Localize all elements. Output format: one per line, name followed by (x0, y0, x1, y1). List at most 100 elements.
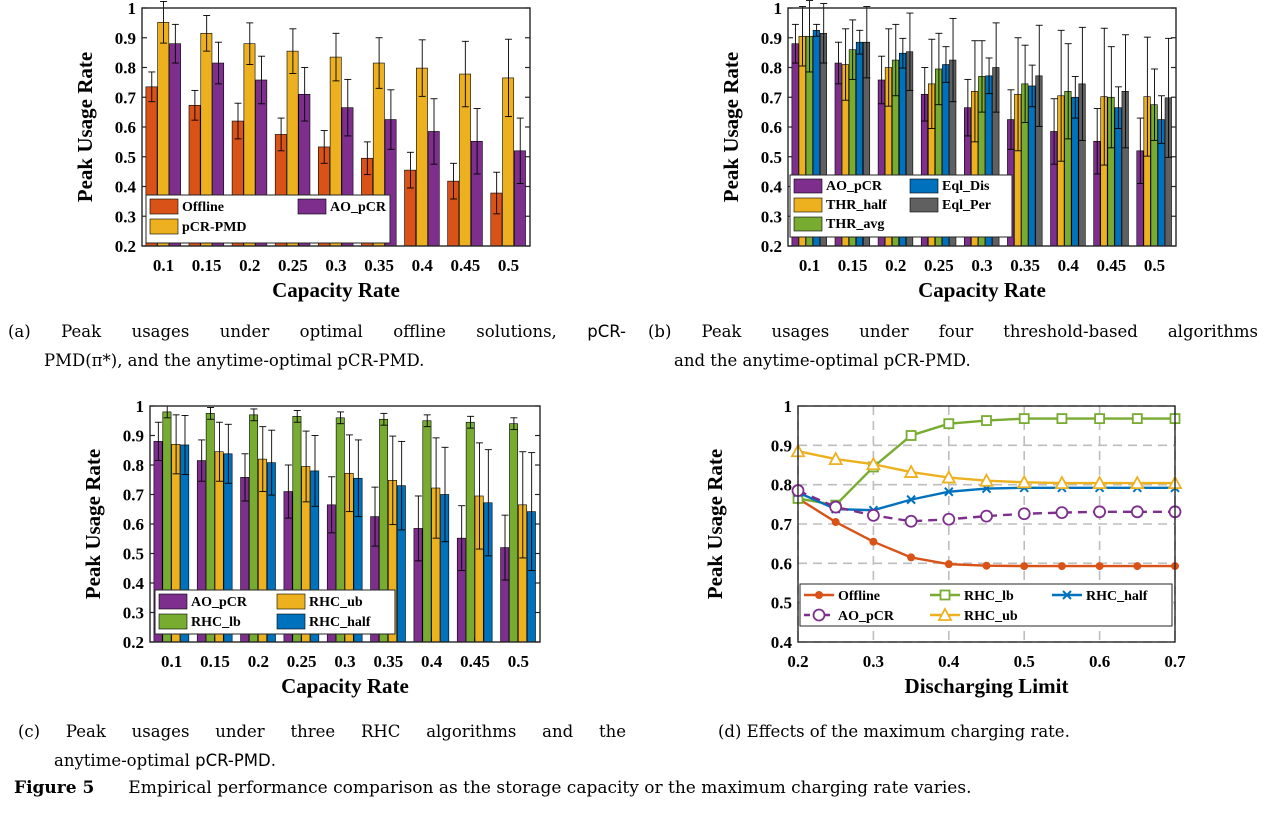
x-tick-label: 0.2 (885, 256, 906, 275)
x-tick-label: 0.6 (1089, 652, 1110, 671)
legend-label: AO_pCR (838, 609, 895, 624)
y-tick-label: 0.8 (115, 59, 136, 78)
bar (465, 421, 475, 643)
y-tick-label: 0.4 (115, 178, 137, 197)
y-tick-label: 0.7 (115, 88, 137, 107)
marker (981, 415, 992, 426)
x-tick-label: 0.1 (153, 256, 174, 275)
caption-a-text: (a) Peak usages under optimal offline so… (8, 322, 588, 341)
legend-swatch (297, 198, 327, 215)
marker (937, 607, 953, 621)
figure-caption-text: Empirical performance comparison as the … (128, 778, 972, 798)
marker (1129, 475, 1145, 489)
y-tick-label: 1 (784, 397, 793, 416)
marker (828, 451, 844, 465)
legend-label: RHC_half (1086, 589, 1148, 604)
marker (1092, 475, 1108, 489)
caption-c-line2-post: . (270, 751, 276, 770)
legend-label: THR_half (826, 198, 887, 213)
caption-a-mono: pCR- (587, 322, 626, 341)
marker (904, 514, 918, 528)
legend-swatch (909, 197, 939, 213)
caption-c: (c) Peak usages under three RHC algorith… (8, 717, 626, 775)
marker (906, 494, 916, 505)
marker (1054, 475, 1070, 489)
marker (1016, 474, 1032, 489)
y-tick-label: 0.2 (123, 633, 144, 652)
marker (905, 430, 917, 441)
x-tick-label: 0.7 (1164, 652, 1186, 671)
legend-label: RHC_half (309, 615, 371, 630)
legend-swatch (909, 178, 939, 194)
marker (831, 518, 840, 527)
x-tick-label: 0.4 (938, 652, 960, 671)
x-tick-label: 0.15 (200, 652, 230, 671)
y-tick-label: 0.3 (115, 207, 136, 226)
y-tick-label: 1 (128, 0, 137, 18)
marker (865, 456, 881, 471)
x-tick-label: 0.2 (248, 652, 269, 671)
marker (943, 418, 955, 430)
chart-b: 0.2 0.3 0.4 0.5 0.6 0.7 0.8 0.9 1 0.1 0.15 0.2 0.25 0… (719, 0, 1177, 302)
axes-frame (141, 7, 531, 247)
x-tick-label: 0.2 (239, 256, 260, 275)
marker (907, 553, 916, 562)
legend-label: RHC_lb (964, 589, 1014, 604)
y-tick-label: 0.5 (123, 545, 144, 564)
marker (939, 589, 951, 601)
legend-swatch (158, 613, 188, 630)
x-tick-label: 0.3 (325, 256, 346, 275)
caption-d-text: (d) Effects of the maximum charging rate… (718, 722, 1070, 741)
y-tick-label: 1 (136, 397, 145, 416)
legend-swatch (793, 216, 823, 232)
x-tick-label: 0.5 (508, 652, 529, 671)
legend-label: RHC_ub (964, 609, 1018, 624)
x-tick-label: 0.35 (373, 652, 403, 671)
marker (815, 591, 823, 599)
x-tick-label: 0.1 (799, 256, 820, 275)
marker (944, 487, 954, 497)
x-tick-label: 0.3 (971, 256, 992, 275)
legend-label: Offline (838, 589, 880, 604)
marker (1055, 506, 1069, 519)
caption-d: (d) Effects of the maximum charging rate… (718, 717, 1070, 746)
marker (941, 469, 957, 484)
marker (866, 508, 880, 522)
x-tick-label: 0.3 (334, 652, 355, 671)
x-tick-label: 0.25 (278, 256, 308, 275)
caption-b-line1: (b) Peak usages under four threshold-bas… (648, 322, 1258, 341)
legend-label: AO_pCR (330, 200, 387, 215)
x-tick-label: 0.5 (1144, 256, 1165, 275)
x-tick-label: 0.1 (161, 652, 182, 671)
x-axis-label: Capacity Rate (281, 674, 409, 698)
y-tick-label: 0.9 (761, 29, 782, 48)
y-axis-label: Peak Usage Rate (73, 52, 97, 202)
y-tick-label: 0.3 (123, 604, 144, 623)
legend-swatch (276, 593, 306, 610)
legend-box (154, 589, 396, 635)
bar (1028, 85, 1036, 247)
x-tick-label: 0.5 (1014, 652, 1035, 671)
series-line (797, 489, 1175, 523)
legend-swatch (149, 198, 179, 215)
y-tick-label: 0.5 (115, 148, 136, 167)
legend-swatch (276, 613, 306, 630)
y-tick-label: 0.4 (771, 633, 793, 652)
y-tick-label: 0.3 (761, 207, 782, 226)
caption-c-line2-pre: anytime-optimal (54, 751, 196, 770)
y-tick-label: 0.6 (123, 515, 144, 534)
caption-a: (a) Peak usages under optimal offline so… (8, 317, 626, 375)
legend-label: Offline (182, 200, 224, 215)
y-tick-label: 0.5 (761, 148, 782, 167)
x-tick-label: 0.25 (924, 256, 954, 275)
x-tick-label: 0.5 (498, 256, 519, 275)
bar (422, 420, 432, 643)
y-tick-label: 0.4 (761, 178, 783, 197)
legend-label: pCR-PMD (182, 220, 247, 235)
y-tick-label: 0.5 (771, 594, 792, 613)
legend-label: AO_pCR (826, 179, 883, 194)
chart-a: 0.2 0.3 0.4 0.5 0.6 0.7 0.8 0.9 1 0.1 0.15 0.2 0.25 0… (73, 0, 531, 302)
y-tick-label: 0.4 (123, 574, 145, 593)
marker (980, 509, 993, 523)
legend-label: THR_avg (826, 217, 884, 232)
